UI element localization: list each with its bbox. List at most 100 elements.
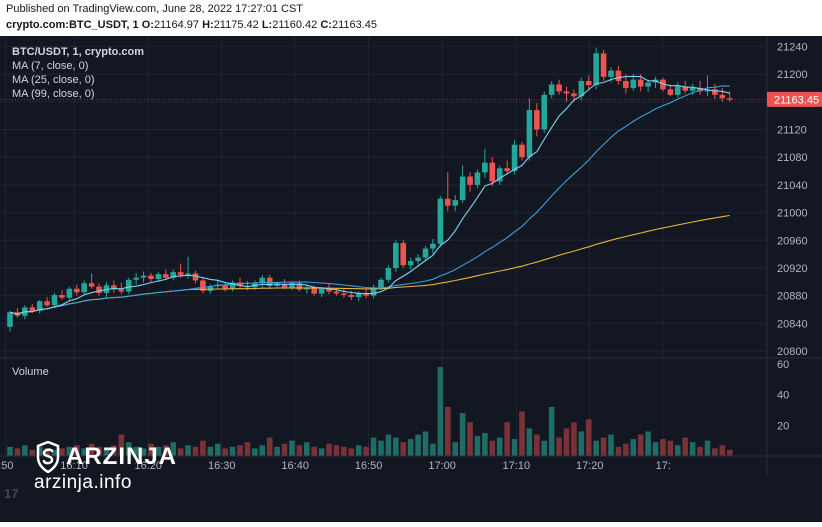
candle-body <box>311 288 318 294</box>
x-tick-label: 17:00 <box>428 460 456 472</box>
volume-bar <box>44 448 50 456</box>
candle-body <box>155 274 162 280</box>
volume-bar <box>578 431 585 456</box>
candle-body <box>393 243 399 268</box>
shield-s-icon <box>36 441 60 473</box>
chart-svg[interactable]: 2124021200211602112021080210402100020960… <box>0 36 822 522</box>
volume-bar <box>363 446 369 456</box>
volume-bar <box>704 440 711 456</box>
candle-body <box>36 301 43 311</box>
x-tick-label: 16:20 <box>135 460 163 472</box>
volume-bar <box>103 448 110 456</box>
close-value: 21163.45 <box>331 19 378 31</box>
volume-bar <box>192 446 199 456</box>
volume-bar <box>29 449 36 456</box>
candle-body <box>207 285 214 291</box>
candle-body <box>148 275 154 280</box>
candle-body <box>556 84 562 92</box>
moving-averages <box>0 75 767 315</box>
candle-body <box>630 79 637 88</box>
volume-bar <box>207 446 214 456</box>
volume-bar <box>623 443 629 456</box>
volume-bar <box>378 440 384 456</box>
volume-bar <box>571 422 577 456</box>
chart-header: Published on TradingView.com, June 28, 2… <box>0 0 822 36</box>
volume-bar <box>556 437 562 456</box>
candle-body <box>667 89 674 95</box>
candle-body <box>341 293 347 295</box>
ma7-line <box>9 75 730 315</box>
y-tick-label: 21240 <box>777 41 808 53</box>
y-tick-label: 21080 <box>777 152 808 164</box>
volume-bar <box>526 428 533 456</box>
y-tick-label: 21120 <box>777 124 807 136</box>
chart-area[interactable]: 2124021200211602112021080210402100020960… <box>0 36 822 522</box>
volume-bar <box>111 445 117 456</box>
legend-ma99: MA (99, close, 0) <box>12 88 95 100</box>
candle-body <box>645 82 651 87</box>
volume-bar <box>14 448 21 456</box>
volume-bar <box>385 434 392 456</box>
candle-body <box>333 291 340 294</box>
candle-body <box>259 277 266 284</box>
volume-bar <box>7 446 13 456</box>
volume-bar <box>415 434 421 456</box>
last-price-value: 21163.45 <box>774 94 819 106</box>
candle-body <box>66 288 73 298</box>
ma25-line <box>9 85 730 315</box>
volume-bar <box>452 442 458 456</box>
axes: 2124021200211602112021080210402100020960… <box>0 36 822 476</box>
candle-body <box>489 162 496 182</box>
y-tick-label: 20960 <box>777 235 808 247</box>
candle-body <box>415 257 421 262</box>
candle-body <box>407 261 414 266</box>
candle-body <box>133 277 139 280</box>
volume-bar <box>326 443 332 456</box>
volume-bar <box>563 428 570 456</box>
ma99-line <box>9 214 730 315</box>
volume-label: Volume <box>12 366 49 378</box>
volume-bar <box>59 448 65 456</box>
candle-body <box>563 91 570 94</box>
volume-bar <box>467 422 473 456</box>
candle-body <box>88 283 95 287</box>
candle-body <box>504 168 510 172</box>
volume-bar <box>200 440 206 456</box>
volume-bar <box>311 446 318 456</box>
volume-bar <box>170 442 177 456</box>
candle-body <box>96 286 102 293</box>
volume-bar <box>214 443 221 456</box>
candle-body <box>430 243 436 249</box>
volume-bar <box>155 446 162 456</box>
volume-bar <box>519 411 525 456</box>
y-tick-label: 21200 <box>777 69 808 81</box>
x-tick-label: :50 <box>0 460 13 472</box>
volume-bar <box>133 446 139 456</box>
candle-body <box>170 272 177 278</box>
candle-body <box>637 79 644 87</box>
candle-body <box>192 273 199 281</box>
volume-bar <box>118 434 125 456</box>
candle-body <box>81 283 87 293</box>
x-tick-label: 17: <box>656 460 671 472</box>
volume-bar <box>615 446 622 456</box>
candle-body <box>378 279 384 288</box>
volume-bar <box>548 406 555 456</box>
volume-bar <box>430 443 436 456</box>
volume-bar <box>229 446 236 456</box>
candle-body <box>118 289 125 292</box>
volume-bar <box>304 442 310 456</box>
x-tick-label: 16:30 <box>208 460 236 472</box>
candle-body <box>578 81 585 97</box>
y-tick-label: 21000 <box>777 208 808 220</box>
volume-bar <box>185 445 191 456</box>
candle-body <box>541 94 548 130</box>
volume-bar <box>689 442 696 456</box>
candle-body <box>363 293 369 296</box>
x-tick-label: 16:50 <box>355 460 383 472</box>
volume-bar <box>541 440 548 456</box>
volume-bar <box>504 422 510 456</box>
candle-body <box>623 81 629 88</box>
volume-bar <box>660 439 666 456</box>
x-tick-label: 17:10 <box>503 460 531 472</box>
